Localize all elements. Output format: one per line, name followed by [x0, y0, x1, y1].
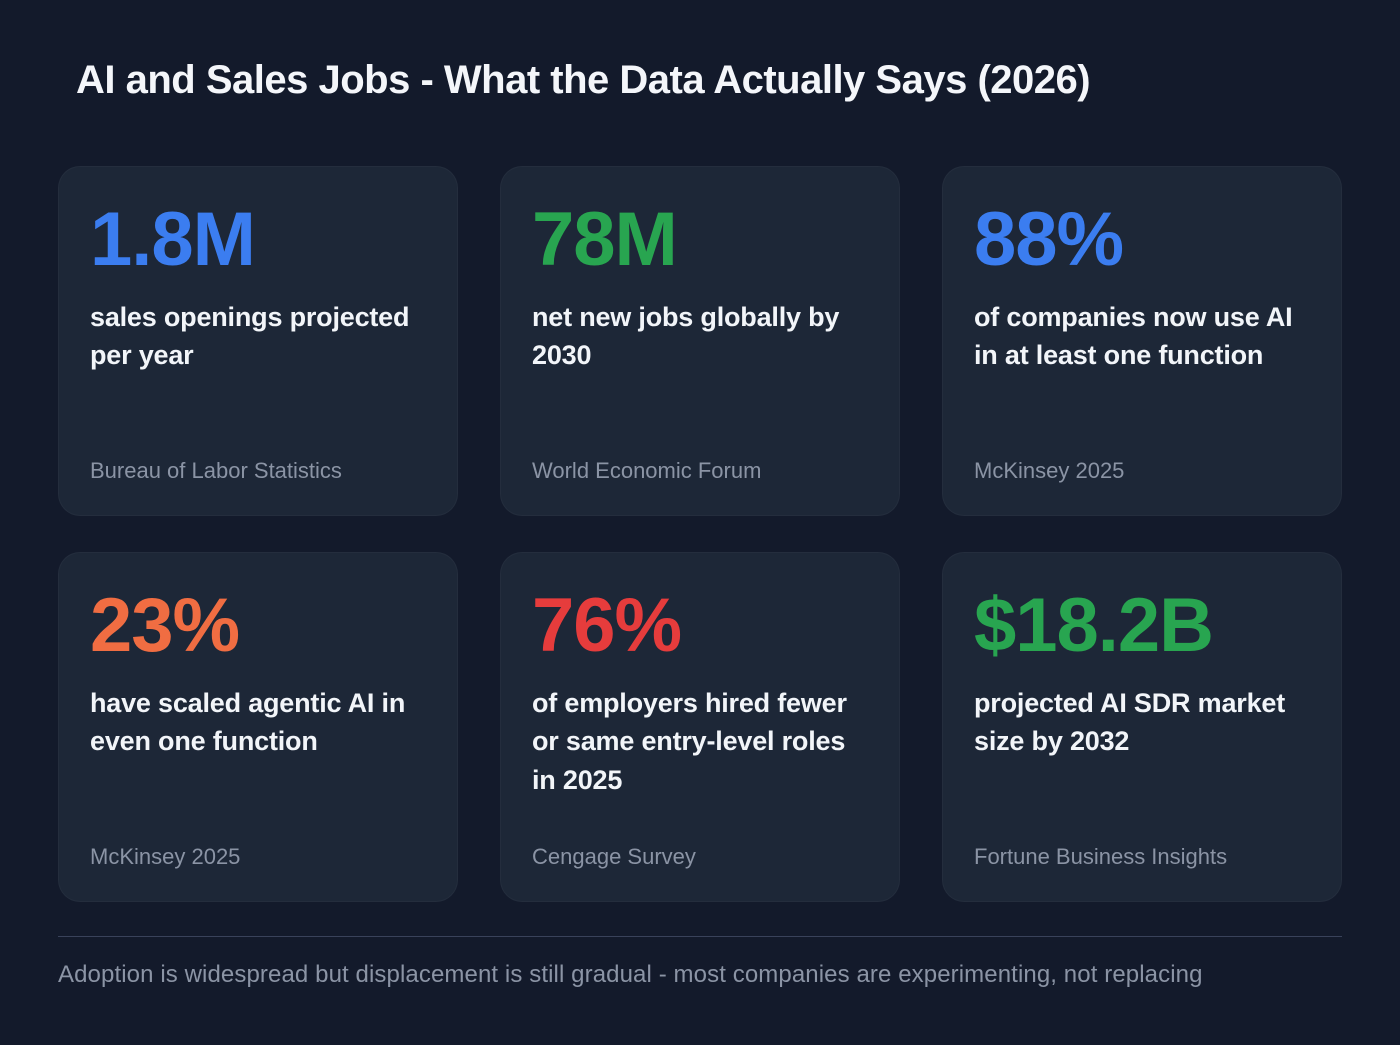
stat-description: of employers hired fewer or same entry-l… — [532, 688, 847, 795]
stat-value: 78M — [532, 197, 678, 282]
stat-source: McKinsey 2025 — [974, 457, 1125, 483]
stat-description: of companies now use AI in at least one … — [974, 302, 1293, 371]
stat-value: $18.2B — [974, 583, 1214, 668]
footer-note: Adoption is widespread but displacement … — [58, 961, 1203, 988]
stat-source: World Economic Forum — [532, 457, 762, 483]
stat-value: 1.8M — [90, 197, 256, 282]
stat-card-scaled-agentic-ai: 23% have scaled agentic AI in even one f… — [58, 552, 458, 902]
stat-card-sales-openings: 1.8M sales openings projected per year B… — [58, 166, 458, 516]
stat-source: Fortune Business Insights — [974, 843, 1228, 869]
page-title: AI and Sales Jobs - What the Data Actual… — [76, 58, 1091, 102]
stat-description: have scaled agentic AI in even one funct… — [90, 688, 406, 757]
stat-description: net new jobs globally by 2030 — [532, 302, 840, 371]
stat-card-grid: 1.8M sales openings projected per year B… — [58, 166, 1342, 902]
stat-card-entry-level-hiring: 76% of employers hired fewer or same ent… — [500, 552, 900, 902]
stat-value: 23% — [90, 583, 240, 668]
stat-card-companies-use-ai: 88% of companies now use AI in at least … — [942, 166, 1342, 516]
stat-description: projected AI SDR market size by 2032 — [974, 688, 1285, 757]
stat-card-net-new-jobs: 78M net new jobs globally by 2030 World … — [500, 166, 900, 516]
stat-source: McKinsey 2025 — [90, 843, 241, 869]
stat-source: Cengage Survey — [532, 843, 696, 869]
footer-divider — [58, 936, 1342, 937]
stat-card-ai-sdr-market: $18.2B projected AI SDR market size by 2… — [942, 552, 1342, 902]
stat-source: Bureau of Labor Statistics — [90, 457, 342, 483]
stat-value: 88% — [974, 197, 1124, 282]
stat-description: sales openings projected per year — [90, 302, 410, 371]
stat-value: 76% — [532, 583, 682, 668]
